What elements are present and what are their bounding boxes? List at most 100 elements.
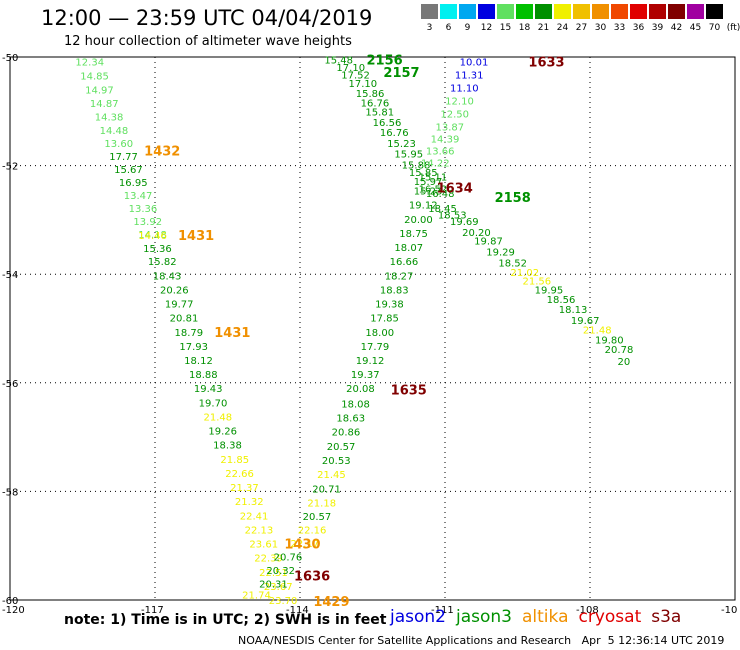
wave-height-value: 19.37 <box>351 370 380 381</box>
wave-height-value: 19.43 <box>194 384 223 395</box>
scale-label: 6 <box>445 23 452 33</box>
pass-time-label: 1432 <box>144 144 180 159</box>
legend-entry: altika <box>522 607 569 627</box>
wave-height-value: 11.31 <box>455 70 484 81</box>
scale-label: 24 <box>556 23 569 33</box>
pass-time-label: 2158 <box>495 191 531 206</box>
wave-height-value: 15.86 <box>356 89 385 100</box>
wave-height-value: 22.16 <box>298 525 327 536</box>
wave-height-value: 12.10 <box>445 96 474 107</box>
scale-label: 12 <box>480 23 493 33</box>
wave-height-value: 23.67 <box>264 582 293 593</box>
wave-height-value: 14.38 <box>95 113 124 124</box>
x-tick-label: -10 <box>721 605 737 616</box>
wave-height-value: 12.50 <box>440 109 469 120</box>
wave-height-value: 21.48 <box>204 412 233 423</box>
y-tick-label: -56 <box>2 379 18 390</box>
scale-label: 15 <box>499 23 512 33</box>
wave-height-value: 15.48 <box>324 56 353 67</box>
wave-height-value: 20.32 <box>266 566 295 577</box>
wave-height-value: 17.85 <box>370 314 399 325</box>
page-subtitle: 12 hour collection of altimeter wave hei… <box>64 34 352 49</box>
wave-height-value: 13.60 <box>104 139 133 150</box>
wave-height-value: 17.10 <box>349 79 378 90</box>
wave-height-value: 20.57 <box>303 512 332 523</box>
footer-credit: NOAA/NESDIS Center for Satellite Applica… <box>238 634 725 647</box>
scale-label: 30 <box>594 23 607 33</box>
wave-height-value: 17.10 <box>336 63 365 74</box>
scale-swatch <box>554 4 571 19</box>
wave-height-value: 16.48 <box>426 189 455 200</box>
wave-height-value: 16.76 <box>380 128 409 139</box>
wave-height-value: 19.77 <box>165 300 194 311</box>
wave-height-value: 22.39 <box>254 554 283 565</box>
scale-label: 3 <box>426 23 433 33</box>
pass-time-label: 1429 <box>313 595 349 610</box>
legend-entry: s3a <box>651 607 682 627</box>
scale-swatch <box>535 4 552 19</box>
wave-height-value: 20.53 <box>322 456 351 467</box>
wave-height-value: 19.69 <box>450 217 479 228</box>
wave-height-value: 20 <box>617 357 630 368</box>
wave-height-value: 20.86 <box>332 428 361 439</box>
wave-height-value: 19.26 <box>208 427 237 438</box>
wave-height-value: 19.95 <box>535 285 564 296</box>
legend-entry: jason3 <box>456 607 512 627</box>
footer-note: note: 1) Time is in UTC; 2) SWH is in fe… <box>64 612 387 628</box>
wave-height-value: 22.66 <box>225 469 254 480</box>
wave-height-value: 19.12 <box>356 356 385 367</box>
wave-height-value: 18.12 <box>184 356 213 367</box>
wave-height-value: 19.80 <box>595 335 624 346</box>
wave-height-value: 21.32 <box>235 497 264 508</box>
scale-label: 39 <box>651 23 664 33</box>
wave-height-value: 10.01 <box>460 57 489 68</box>
y-tick-label: -50 <box>2 53 18 64</box>
x-tick-label: -117 <box>141 605 164 616</box>
scale-swatch <box>687 4 704 19</box>
wave-height-value: 18.27 <box>385 271 414 282</box>
wave-height-value: 14.18 <box>138 230 167 241</box>
wave-height-value: 14.48 <box>100 126 129 137</box>
pass-time-label: 1635 <box>391 383 427 398</box>
wave-height-value: 12.34 <box>75 57 104 68</box>
scale-label: 33 <box>613 23 626 33</box>
wave-height-value: 20.57 <box>327 442 356 453</box>
pass-time-label: 1430 <box>284 538 320 553</box>
wave-height-value: 11.10 <box>450 83 479 94</box>
wave-height-value: 23.70 <box>269 596 298 607</box>
scale-label: 27 <box>575 23 588 33</box>
wave-height-value: 20.71 <box>312 485 341 496</box>
scale-label: 70 <box>708 23 721 33</box>
scale-swatch <box>592 4 609 19</box>
wave-height-value: 18.88 <box>189 370 218 381</box>
y-tick-label: -58 <box>2 487 18 498</box>
wave-height-value: 20.20 <box>462 228 491 239</box>
wave-height-value: 18.56 <box>547 295 576 306</box>
wave-height-value: 20.26 <box>160 285 189 296</box>
wave-height-value: 17.93 <box>179 342 208 353</box>
wave-height-value: 21.74 <box>242 591 271 602</box>
wave-height-value: 18.53 <box>438 210 467 221</box>
pass-time-label: 1636 <box>294 570 330 585</box>
scale-swatch <box>497 4 514 19</box>
wave-height-value: 17.52 <box>341 70 370 81</box>
wave-height-value: 20.78 <box>605 345 634 356</box>
plot-frame <box>9 56 736 601</box>
wave-height-value: 18.79 <box>175 328 204 339</box>
wave-height-value: 20.08 <box>346 384 375 395</box>
wave-height-value: 18.00 <box>365 328 394 339</box>
wave-height-value: 18.07 <box>394 243 423 254</box>
scale-swatch <box>668 4 685 19</box>
pass-time-label: 1431 <box>214 326 250 341</box>
wave-height-value: 14.85 <box>80 71 109 82</box>
wave-height-value: 15.95 <box>394 150 423 161</box>
wave-height-value: 17.77 <box>109 152 138 163</box>
scale-swatch <box>611 4 628 19</box>
wave-height-value: 13.47 <box>124 191 153 202</box>
wave-height-value: 14.97 <box>85 86 114 97</box>
wave-height-value: 20.76 <box>274 553 303 564</box>
scale-swatch <box>459 4 476 19</box>
wave-height-value: 14.87 <box>90 99 119 110</box>
wave-height-value: 21.85 <box>220 455 249 466</box>
wave-height-value: 19.38 <box>375 300 404 311</box>
